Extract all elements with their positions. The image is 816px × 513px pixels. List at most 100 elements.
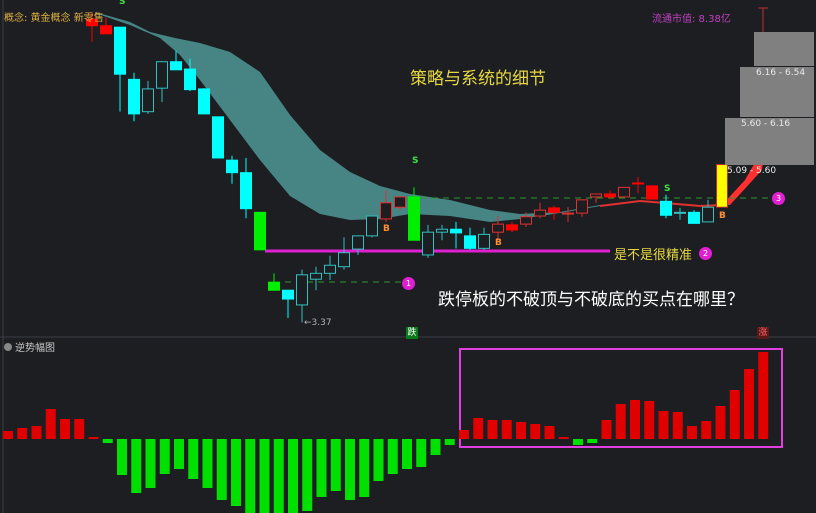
candle-body <box>282 289 294 300</box>
indicator-bar <box>758 352 769 439</box>
candle <box>632 177 644 194</box>
marker-circle-2: 2 <box>699 247 712 260</box>
candle <box>520 212 532 228</box>
marker-circle-3: 3 <box>772 192 785 205</box>
candle-body <box>226 159 238 174</box>
indicator-bar <box>202 439 213 488</box>
candle <box>436 224 448 241</box>
indicator-bar <box>288 439 298 513</box>
candle-body <box>352 235 364 250</box>
indicator-bar <box>117 439 127 475</box>
candle-body <box>702 206 714 223</box>
marker-circle-1: 1 <box>402 277 415 290</box>
annotation-question: 跌停板的不破顶与不破底的买点在哪里？ <box>438 290 744 310</box>
candle-body <box>380 202 392 220</box>
candle <box>450 221 462 249</box>
indicator-bar <box>88 437 99 439</box>
range-label-2: 5.60 - 6.16 <box>741 119 791 129</box>
candle-body <box>240 172 252 210</box>
sell-signal: S <box>119 0 126 7</box>
candle <box>114 26 126 112</box>
candle <box>604 190 616 200</box>
candle <box>184 58 196 92</box>
indicator-pane-label[interactable]: 逆势幅图 <box>4 339 55 354</box>
indicator-bar <box>74 419 85 439</box>
sell-signal: S <box>664 184 671 194</box>
candle-body <box>492 223 504 233</box>
candle-body <box>394 196 406 208</box>
candle <box>366 215 378 238</box>
candle-body <box>338 252 350 268</box>
candle-body <box>478 233 490 249</box>
ma-ribbon <box>95 12 620 222</box>
indicator-bar <box>544 426 555 439</box>
candle-body <box>128 78 140 115</box>
down-tag: 跌 <box>406 327 418 339</box>
indicator-bar <box>630 400 640 439</box>
indicator-bar <box>430 439 441 455</box>
indicator-bar <box>744 369 754 439</box>
buy-signal: B <box>383 224 390 234</box>
candle <box>282 289 294 319</box>
indicator-bar <box>644 401 655 439</box>
range-box-mid <box>740 67 814 117</box>
indicator-bar <box>159 439 170 474</box>
candle <box>534 202 546 219</box>
candle <box>240 157 252 219</box>
candle <box>338 237 350 270</box>
candle-body <box>534 209 546 217</box>
candle <box>310 266 322 291</box>
candle <box>380 190 392 222</box>
candle <box>492 216 504 241</box>
indicator-bar <box>259 439 270 513</box>
candle-body <box>632 182 644 185</box>
indicator-bar <box>330 439 341 491</box>
indicator-bar <box>416 439 427 467</box>
candle <box>198 88 210 115</box>
candle <box>506 221 518 233</box>
candle <box>688 210 700 224</box>
candle-body <box>548 207 560 213</box>
highlight-box <box>459 348 783 448</box>
indicator-bar <box>687 426 697 439</box>
indicator-bar <box>387 439 398 474</box>
candle <box>646 185 658 200</box>
indicator-bar <box>501 420 512 439</box>
indicator-bar <box>473 418 484 439</box>
candle-body <box>170 61 182 71</box>
candle-body <box>604 193 616 198</box>
indicator-bar <box>558 437 569 439</box>
indicator-bar <box>530 424 541 439</box>
candle-body <box>688 211 700 224</box>
candle <box>324 255 336 280</box>
candle <box>142 80 154 114</box>
indicator-bar <box>145 439 156 488</box>
candle-body <box>716 164 728 208</box>
candle <box>128 72 140 122</box>
indicator-bar <box>345 439 355 500</box>
projection-wedge <box>722 145 765 205</box>
indicator-bar <box>188 439 199 479</box>
candle <box>352 235 364 255</box>
collapse-icon[interactable] <box>4 343 12 351</box>
candle-body <box>114 26 126 75</box>
candle-body <box>408 196 420 241</box>
candle <box>464 227 476 250</box>
candle <box>394 196 406 211</box>
candle-body <box>268 281 280 291</box>
indicator-bar <box>615 404 626 439</box>
annotation-precise: 是不是很精准 <box>614 248 693 263</box>
indicator-bar <box>216 439 227 500</box>
candle-body <box>422 231 434 256</box>
candle <box>86 11 98 42</box>
range-label-1: 6.16 - 6.54 <box>756 68 806 78</box>
indicator-bar <box>102 439 113 443</box>
indicator-bar <box>359 439 370 497</box>
candle <box>296 269 308 323</box>
candle-body <box>590 193 602 198</box>
candle-body <box>646 185 658 200</box>
indicator-bar <box>273 439 284 513</box>
candle <box>408 187 420 241</box>
candle-body <box>100 25 112 35</box>
